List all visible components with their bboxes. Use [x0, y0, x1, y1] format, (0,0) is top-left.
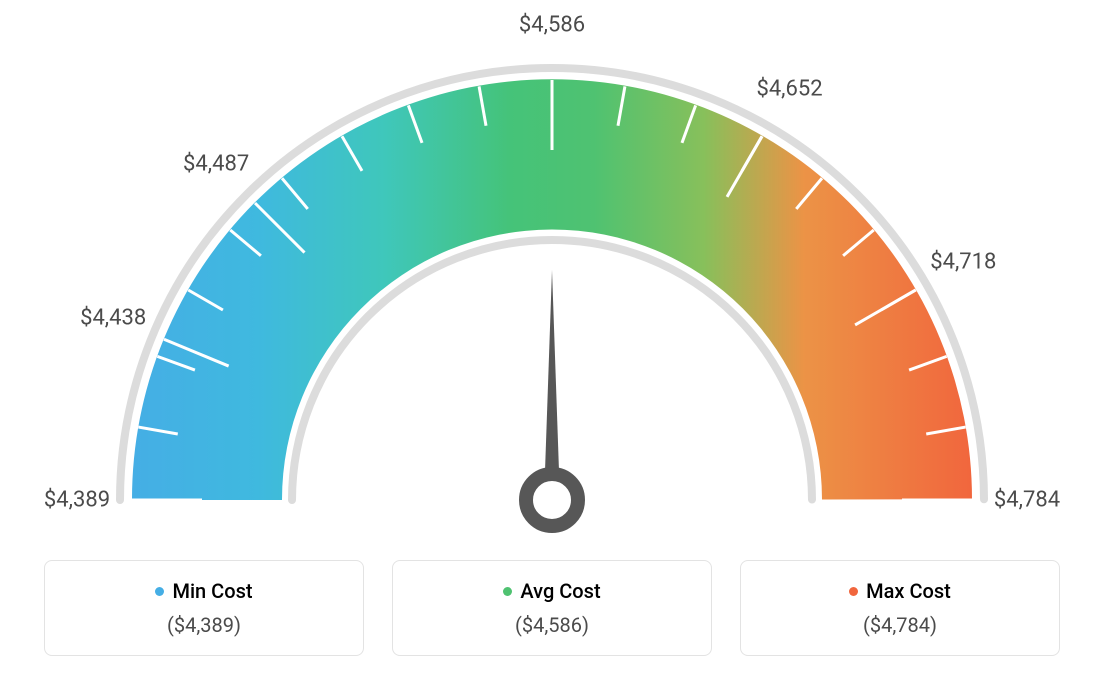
legend-title-avg: Avg Cost	[503, 579, 600, 603]
legend-label: Max Cost	[866, 579, 951, 603]
legend-card-avg: Avg Cost ($4,586)	[392, 560, 712, 656]
legend-value-avg: ($4,586)	[403, 613, 701, 637]
gauge-container: $4,389 $4,438 $4,487 $4,586 $4,652 $4,718 $4,7…	[0, 0, 1104, 560]
legend-value-min: ($4,389)	[55, 613, 353, 637]
legend-label: Min Cost	[172, 579, 252, 603]
legend-card-min: Min Cost ($4,389)	[44, 560, 364, 656]
gauge-tick-label: $4,718	[930, 250, 996, 275]
gauge-chart	[0, 0, 1104, 560]
gauge-tick-label: $4,438	[80, 306, 146, 331]
gauge-tick-label: $4,784	[994, 488, 1060, 513]
legend-title-min: Min Cost	[155, 579, 252, 603]
gauge-tick-label: $4,652	[756, 76, 822, 101]
gauge-tick-label: $4,586	[519, 13, 585, 38]
legend-value-max: ($4,784)	[751, 613, 1049, 637]
legend-row: Min Cost ($4,389) Avg Cost ($4,586) Max …	[0, 560, 1104, 656]
legend-card-max: Max Cost ($4,784)	[740, 560, 1060, 656]
dot-icon	[503, 587, 512, 596]
gauge-tick-label: $4,487	[183, 152, 249, 177]
legend-label: Avg Cost	[520, 579, 600, 603]
dot-icon	[155, 587, 164, 596]
dot-icon	[849, 587, 858, 596]
legend-title-max: Max Cost	[849, 579, 951, 603]
gauge-tick-label: $4,389	[44, 488, 110, 513]
